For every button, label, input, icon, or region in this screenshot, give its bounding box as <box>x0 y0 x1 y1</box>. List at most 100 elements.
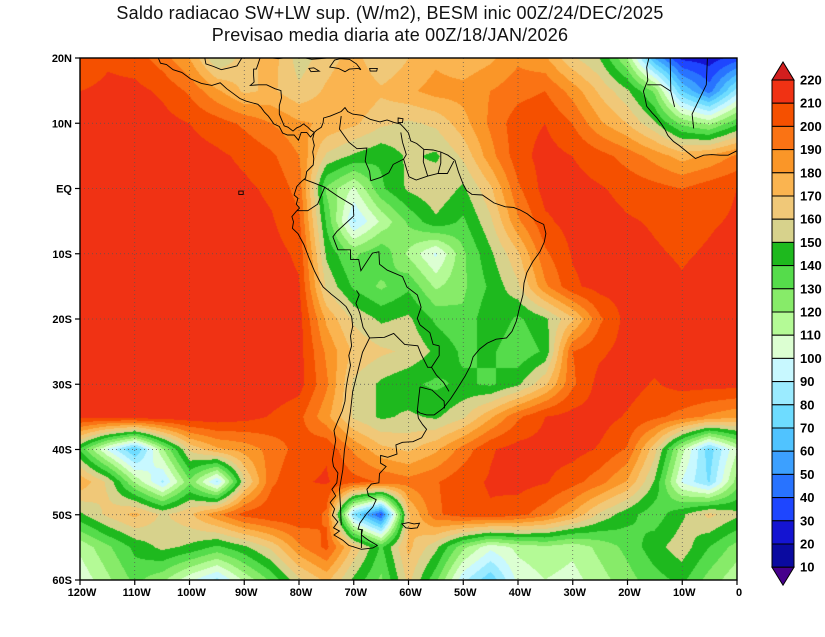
colorbar-segment <box>771 497 795 522</box>
colorbar-label: 60 <box>800 444 814 459</box>
colorbar-label: 190 <box>800 142 822 157</box>
colorbar-label: 160 <box>800 212 822 227</box>
x-axis-label: 110W <box>123 587 152 599</box>
colorbar-label: 120 <box>800 305 822 320</box>
colorbar-label: 140 <box>800 258 822 273</box>
border-line <box>355 290 370 339</box>
x-axis-label: 20W <box>618 587 641 599</box>
colorbar-segment <box>771 473 795 499</box>
colorbar-label: 50 <box>800 467 814 482</box>
colorbar-label: 210 <box>800 96 822 111</box>
colorbar-label: 70 <box>800 421 814 436</box>
x-axis-label: 60W <box>399 587 422 599</box>
border-line <box>416 386 421 412</box>
x-axis-label: 30W <box>563 587 586 599</box>
colorbar-segment <box>771 265 795 290</box>
colorbar-label: 10 <box>800 560 814 575</box>
x-axis-label: 50W <box>454 587 477 599</box>
border-line <box>691 57 708 129</box>
colorbar-label: 30 <box>800 513 814 528</box>
colorbar-segment <box>771 404 795 429</box>
chart-subtitle: Previsao media diaria ate 00Z/18/JAN/202… <box>211 25 569 45</box>
colorbar-label: 220 <box>800 73 822 88</box>
colorbar-arrow-over <box>771 61 795 81</box>
colorbar-segment <box>771 334 795 359</box>
colorbar-segment <box>771 172 795 197</box>
colorbar-arrow-under <box>771 566 795 587</box>
y-axis-label: 20N <box>52 53 72 65</box>
colorbar-label: 90 <box>800 374 814 389</box>
chart-title: Saldo radiacao SW+LW sup. (W/m2), BESM i… <box>116 3 664 23</box>
x-axis-label: 80W <box>290 587 313 599</box>
border-line <box>350 251 422 326</box>
border-line <box>419 324 440 347</box>
colorbar-label: 180 <box>800 165 822 180</box>
border-line <box>647 84 672 92</box>
colorbar-label: 20 <box>800 537 814 552</box>
colorbar: 10 20 30 40 50 60 70 80 90 100 110 120 130 140 150 160 1… <box>771 61 822 587</box>
x-axis-label: 120W <box>68 587 97 599</box>
colorbar-segment <box>771 543 795 568</box>
border-line <box>248 57 315 133</box>
y-axis-label: 30S <box>52 379 72 391</box>
colorbar-segment <box>771 195 795 220</box>
coastline <box>328 58 362 73</box>
x-axis-label: 90W <box>235 587 258 599</box>
y-axis-label: 60S <box>52 575 72 587</box>
border-line <box>339 116 372 181</box>
coastline <box>400 522 421 529</box>
border-line <box>642 57 738 160</box>
colorbar-label: 150 <box>800 235 822 250</box>
colorbar-segment <box>771 288 795 313</box>
colorbar-segment <box>771 427 795 452</box>
colorbar-label: 100 <box>800 351 822 366</box>
colorbar-label: 40 <box>800 490 814 505</box>
coastline <box>369 67 378 72</box>
x-axis-label: 10W <box>673 587 696 599</box>
y-axis-label: 10S <box>52 249 72 261</box>
colorbar-label: 200 <box>800 119 822 134</box>
colorbar-segment <box>771 520 795 545</box>
border-line <box>431 367 450 392</box>
x-axis-label: 100W <box>177 587 206 599</box>
border-line <box>419 386 446 409</box>
border-line <box>297 187 326 212</box>
coastline <box>238 190 244 195</box>
colorbar-segment <box>771 357 795 383</box>
colorbar-segment <box>771 149 795 174</box>
border-line <box>369 332 422 355</box>
border-line <box>304 178 355 216</box>
colorbar-label: 170 <box>800 189 822 204</box>
coastline <box>308 67 321 73</box>
border-line <box>669 57 676 108</box>
colorbar-segment <box>771 125 795 151</box>
colorbar-segment <box>771 241 795 267</box>
y-axis-label: EQ <box>56 184 72 196</box>
colorbar-segment <box>771 311 795 336</box>
coastline <box>291 106 547 550</box>
y-axis-label: 50S <box>52 510 72 522</box>
x-axis-label: 70W <box>344 587 367 599</box>
border-line <box>437 152 442 174</box>
y-axis-label: 10N <box>52 118 72 130</box>
border-line <box>420 345 440 368</box>
colorbar-segment <box>771 218 795 243</box>
x-axis-label: 0 <box>736 587 742 599</box>
colorbar-label: 80 <box>800 397 814 412</box>
border-line <box>339 337 371 526</box>
colorbar-segment <box>771 450 795 475</box>
y-axis-label: 40S <box>52 445 72 457</box>
coastline <box>397 117 404 124</box>
colorbar-label: 130 <box>800 281 822 296</box>
border-line <box>157 57 315 142</box>
border-line <box>370 158 455 182</box>
colorbar-segment <box>771 102 795 127</box>
x-axis-label: 40W <box>509 587 532 599</box>
colorbar-segment <box>771 381 795 406</box>
border-line <box>332 215 355 260</box>
colorbar-label: 110 <box>800 328 821 343</box>
map-plot-group: 120W 110W 100W 90W 80W 70W 60W 50W 40W 30W 20W 10W 0… <box>52 53 742 599</box>
border-line <box>422 149 429 177</box>
